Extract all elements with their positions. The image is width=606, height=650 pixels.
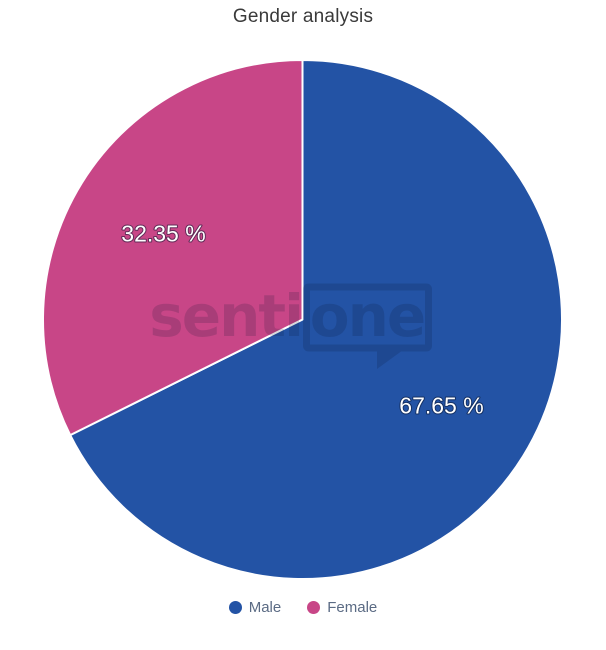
chart-title: Gender analysis	[232, 6, 374, 27]
pie-slice-female[interactable]	[42, 59, 304, 437]
legend-item-female[interactable]: Female	[307, 599, 377, 616]
watermark-one-text: one	[310, 282, 424, 350]
legend-label-female: Female	[327, 599, 378, 616]
slice-label-female: 32.35 %	[121, 220, 205, 246]
slice-label-male: 67.65 %	[399, 393, 483, 419]
watermark-speech-bubble	[303, 283, 432, 352]
legend-marker-male	[228, 601, 242, 614]
pie-slice-male[interactable]	[69, 59, 563, 580]
legend-marker-female	[307, 601, 321, 614]
legend-item-male[interactable]: Male	[228, 599, 282, 616]
legend: Male Female	[0, 599, 606, 616]
legend-label-male: Male	[248, 599, 282, 616]
sentione-watermark: senti one	[149, 282, 432, 369]
watermark-senti-text: senti	[149, 282, 302, 350]
watermark-bubble-tail	[377, 345, 410, 369]
